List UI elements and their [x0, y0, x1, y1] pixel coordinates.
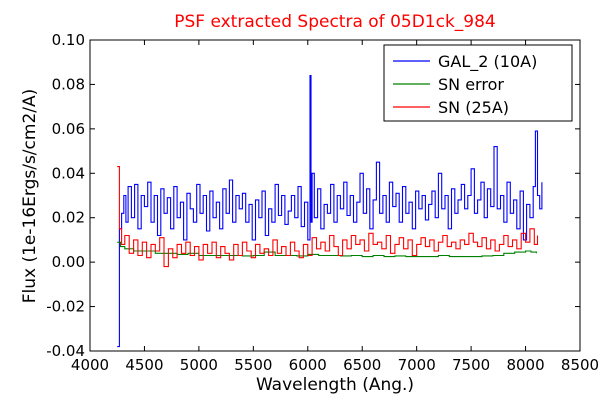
y-tick-label: -0.04	[46, 342, 85, 360]
x-tick-label: 7500	[452, 356, 490, 374]
x-tick-label: 5500	[234, 356, 272, 374]
legend-label-0: GAL_2 (10A)	[438, 52, 537, 72]
x-tick-label: 6500	[343, 356, 381, 374]
y-tick-label: -0.02	[46, 298, 85, 316]
x-axis-label: Wavelength (Ang.)	[256, 375, 414, 395]
x-tick-label: 4500	[125, 356, 163, 374]
x-tick-label: 5000	[180, 356, 218, 374]
legend-box	[383, 44, 573, 122]
series-layer	[117, 74, 543, 348]
ticks-layer: 4000 4500 5000 5500 6000 6500 7000 7500 8000 8500…	[46, 31, 599, 374]
y-tick-label: 0.02	[52, 209, 85, 227]
x-tick-label: 4000	[71, 356, 109, 374]
series-line-0	[117, 74, 543, 348]
series-line-2	[117, 166, 539, 268]
legend-label-1: SN error	[438, 75, 504, 94]
legend: GAL_2 (10A) SN error SN (25A)	[383, 44, 573, 122]
y-tick-label: 0.10	[52, 31, 85, 49]
x-tick-label: 8000	[506, 356, 544, 374]
y-tick-label: 0.04	[52, 164, 85, 182]
y-tick-label: 0.00	[52, 253, 85, 271]
x-tick-label: 8500	[561, 356, 599, 374]
x-tick-label: 7000	[398, 356, 436, 374]
x-tick-label: 6000	[289, 356, 327, 374]
y-tick-label: 0.06	[52, 120, 85, 138]
y-axis-label: Flux (1e-16Ergs/s/cm2/A)	[20, 89, 40, 304]
plot-frame	[89, 39, 581, 352]
y-tick-label: 0.08	[52, 75, 85, 93]
chart-title: PSF extracted Spectra of 05D1ck_984	[174, 12, 496, 32]
legend-label-2: SN (25A)	[438, 98, 509, 117]
